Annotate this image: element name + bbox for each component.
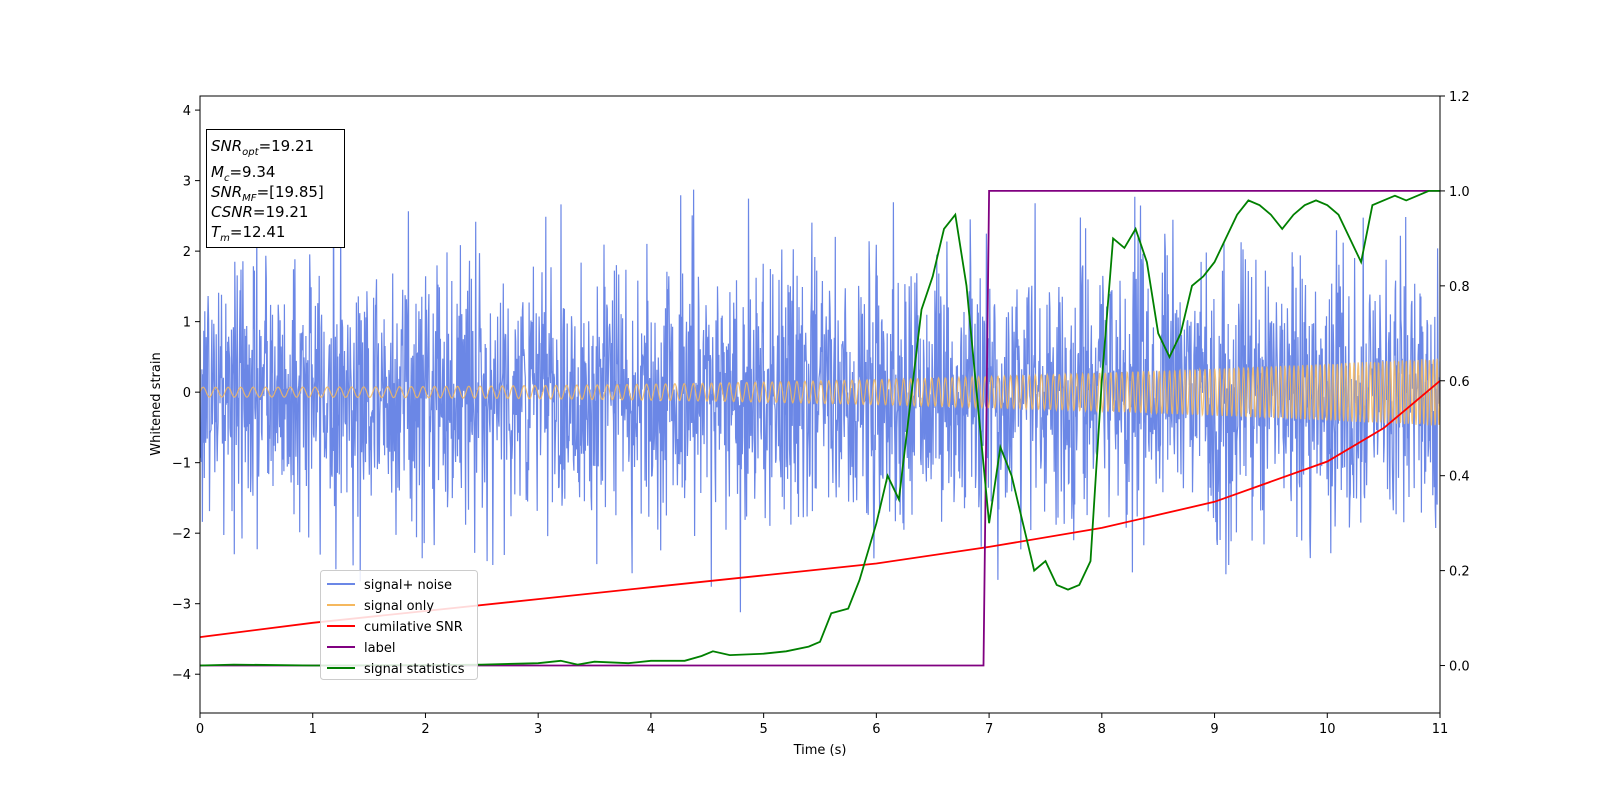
x-tick-label: 7 — [985, 722, 993, 737]
y2-tick-label: 1.2 — [1449, 90, 1470, 105]
legend: signal+ noise signal only cumilative SNR… — [320, 570, 478, 680]
plot-frame — [199, 95, 1441, 714]
info-csnr: CSNR=19.21 — [211, 203, 308, 221]
info-box-frame — [206, 129, 345, 248]
y-tick-label: 1 — [183, 316, 191, 331]
series-signal-only-line — [200, 358, 1440, 426]
y-axis-left: −4 −3 −2 −1 0 1 2 3 4 — [172, 104, 200, 683]
info-mc: Mc=9.34 — [211, 163, 275, 184]
x-tick-label: 6 — [872, 722, 880, 737]
info-snr-opt: SNRopt=19.21 — [211, 137, 314, 158]
y-tick-label: −4 — [172, 668, 191, 683]
info-box: SNRopt=19.21 Mc=9.34 SNRMF=[19.85] CSNR=… — [206, 129, 345, 248]
y-tick-label: 4 — [183, 104, 191, 119]
x-tick-label: 0 — [196, 722, 204, 737]
legend-label-label: label — [364, 641, 395, 656]
y-tick-label: −3 — [172, 598, 191, 613]
x-axis-label: Time (s) — [793, 743, 847, 758]
y2-tick-label: 0.6 — [1449, 375, 1470, 390]
y-tick-label: 2 — [183, 245, 191, 260]
info-snr-mf: SNRMF=[19.85] — [211, 183, 324, 204]
x-tick-label: 2 — [421, 722, 429, 737]
legend-label-cumulative-snr: cumilative SNR — [364, 620, 463, 635]
series-signal-noise-line — [200, 176, 1440, 613]
info-tm: Tm=12.41 — [211, 223, 285, 244]
x-tick-label: 4 — [647, 722, 655, 737]
x-axis: 0 1 2 3 4 5 6 7 8 9 10 11 — [196, 713, 1448, 737]
y-tick-label: 0 — [183, 386, 191, 401]
y-axis-right: 0.0 0.2 0.4 0.6 0.8 1.0 1.2 — [1440, 90, 1470, 675]
x-tick-label: 5 — [759, 722, 767, 737]
y-tick-label: 3 — [183, 175, 191, 190]
y-tick-label: −1 — [172, 457, 191, 472]
x-tick-label: 3 — [534, 722, 542, 737]
y2-tick-label: 0.8 — [1449, 280, 1470, 295]
series-label-line — [200, 190, 1440, 667]
x-tick-label: 1 — [309, 722, 317, 737]
y-axis-label: Whitened strain — [149, 352, 164, 455]
y2-tick-label: 0.2 — [1449, 565, 1470, 580]
legend-label-signal-only: signal only — [364, 599, 434, 614]
y-tick-label: −2 — [172, 527, 191, 542]
legend-label-signal-noise: signal+ noise — [364, 578, 452, 593]
x-tick-label: 10 — [1319, 722, 1336, 737]
x-tick-label: 11 — [1432, 722, 1449, 737]
legend-label-signal-statistics: signal statistics — [364, 662, 465, 677]
legend-frame — [320, 570, 478, 680]
y2-tick-label: 0.0 — [1449, 660, 1470, 675]
x-tick-label: 8 — [1098, 722, 1106, 737]
y2-tick-label: 1.0 — [1449, 185, 1470, 200]
x-tick-label: 9 — [1210, 722, 1218, 737]
series-signal-statistics-line — [200, 190, 1440, 667]
y2-tick-label: 0.4 — [1449, 470, 1470, 485]
